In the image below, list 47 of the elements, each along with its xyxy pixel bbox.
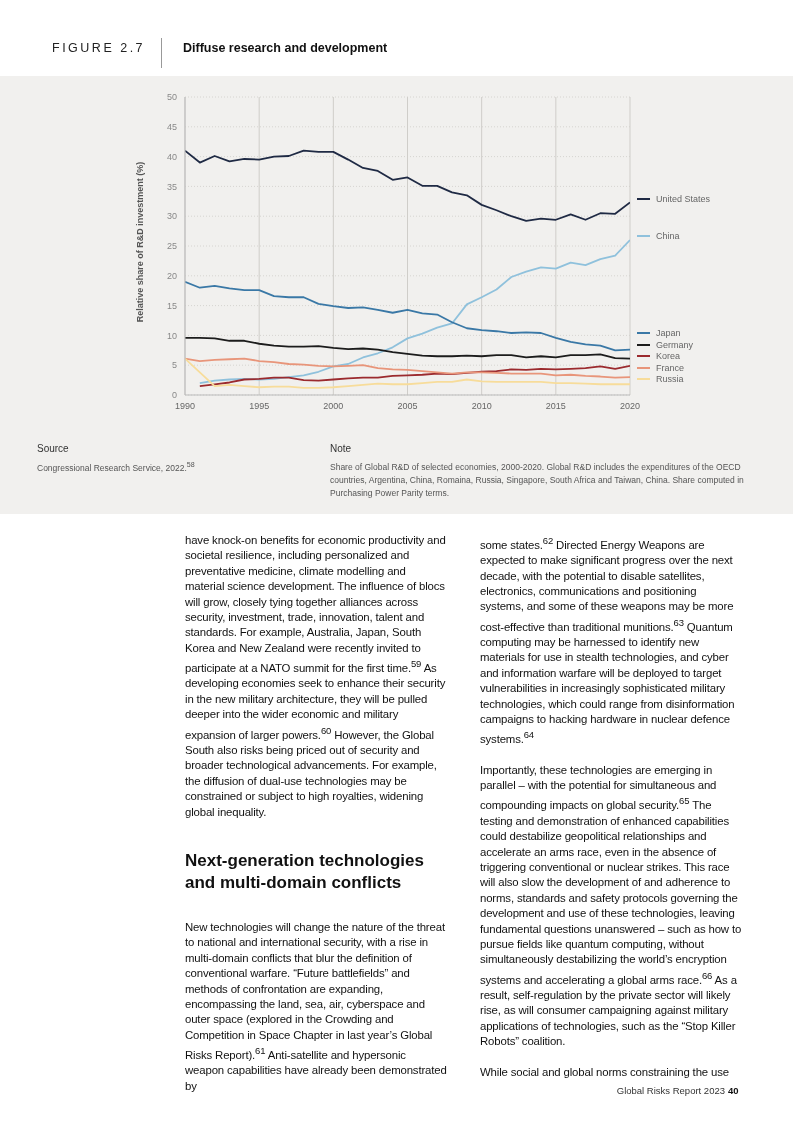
line-series — [185, 336, 630, 360]
legend-label: China — [656, 230, 680, 241]
legend-label: Japan — [656, 328, 681, 338]
text: Source — [37, 443, 70, 454]
legend-label: Korea — [656, 351, 681, 361]
chart-title: Diffuse research and development — [183, 41, 388, 55]
x-tick-label: 1995 — [249, 401, 270, 412]
y-tick-label: 40 — [166, 151, 177, 162]
legend-label: France — [656, 362, 685, 373]
text: Share of Global R&D of selected economies, 2000-2020. Global R&D includes the expenditures of the OECD countries, Argentina, China, Romaina, Russia, Singapore, South Africa and Taiwan, China. Share computed in Purchasing Power Parity terms. — [330, 461, 745, 500]
y-tick-label: 0 — [171, 390, 177, 401]
text: 40 — [728, 1085, 740, 1096]
line-series — [185, 280, 630, 352]
x-tick-label: 2015 — [545, 401, 566, 412]
line-series — [185, 357, 630, 389]
text: some states.$^{62}$ Directed Energy Weapons are expected to make significant progress over the next decade, with the potential to disable satellites, electronics, communications and positioning systems, and some of these weapons may be more cost-effective than traditional munitions.$^{63}$ Quantum computing may be harnessed to identify new materials for use in stealth technologies, and cyber and information warfare will be deployed to target vulnerabilities in increasingly sophisticated military technologies, which could range from disinformation campaigns to hacking hardware in nuclear defence systems.$^{64}$ — [480, 535, 735, 746]
line-series — [185, 357, 630, 379]
x-tick-label: 2020 — [619, 401, 641, 412]
line-series — [185, 149, 630, 222]
line-series — [198, 239, 630, 384]
x-tick-label: 2000 — [323, 401, 344, 412]
x-tick-label: 1990 — [174, 401, 196, 412]
y-tick-label: 5 — [171, 360, 177, 371]
line-series — [198, 364, 630, 387]
y-tick-label: 45 — [166, 121, 177, 132]
y-tick-label: 15 — [166, 300, 177, 311]
x-tick-label: 2010 — [471, 401, 492, 412]
legend-label: Russia — [656, 374, 684, 384]
y-tick-label: 20 — [166, 270, 177, 281]
y-axis-title: Relative share of R&D investment (%) — [135, 161, 145, 323]
text: Next-generation technologies and multi-domain conflicts — [185, 849, 425, 894]
legend-label: United States — [656, 194, 711, 204]
y-tick-label: 50 — [166, 92, 177, 103]
text: New technologies will change the nature of the threat to national and international security, with a rise in multi-domain conflicts that blur the definition of conventional warfare. “Future battlefields” and methods of confrontation are expanding, encompassing the land, sea, air, cyberspace and outer space (explored in the Crowding and Competition in Space Chapter in last year’s Global Risks Report).$^{61}$ Anti-satellite and hypersonic weapon capabilities have already been demonstrated by — [185, 920, 447, 1092]
y-tick-label: 10 — [166, 330, 177, 341]
text: While social and global norms constraining the use — [480, 1064, 730, 1080]
text: Congressional Research Service, 2022.$^{58}$ — [37, 461, 196, 473]
chart-subtitle: FIGURE 2.7 — [52, 41, 146, 55]
text: Global Risks Report 2023 — [615, 1085, 725, 1096]
y-tick-label: 25 — [166, 241, 177, 252]
legend-label: Germany — [656, 339, 694, 350]
text: have knock-on benefits for economic productivity and societal resilience, including personalized and preventative medicine, climate modelling and material science development. The influence of blocs will grow, closely tying together alliances across security, investment, trade, innovation, talent and standards. For example, Australia, Japan, South Korea and New Zealand were recently invited to participate at a NATO summit for the first time.$^{59}$ As developing economies seek to enhance their security in the new military architecture, they will be pulled deeper into the wider economic and military expansion of larger powers.$^{60}$ However, the Global South also risks being priced out of security and broader technological advancements. For example, the diffusion of dual-use technologies may be constrained or subject to high royalties, widening global inequality. — [185, 534, 446, 818]
text: Note — [330, 443, 353, 454]
x-tick-label: 2005 — [397, 401, 418, 412]
y-tick-label: 30 — [166, 211, 177, 222]
y-tick-label: 35 — [166, 181, 177, 192]
text: Importantly, these technologies are emerging in parallel – with the potential for simultaneous and compounding impacts on global security.$^{65}$ The testing and demonstration of enhanced capabilities could destabilize geopolitical relationships and accelerate an arms race, even in the absence of triggering conventional or nuclear strikes. This race will also slow the development of and adherence to norms, standards and safety protocols governing the development and use of these technologies, leaving fundamental questions unanswered – such as how to pursue fields like quantum computing, without simultaneously destabilizing the world’s encryption systems and accelerating a global arms race.$^{66}$ As a result, self-regulation by the private sector will likely rise, as will consumer campaigning against military applications of technologies, such as the “Stop Killer Robots” coalition. — [480, 763, 742, 1048]
